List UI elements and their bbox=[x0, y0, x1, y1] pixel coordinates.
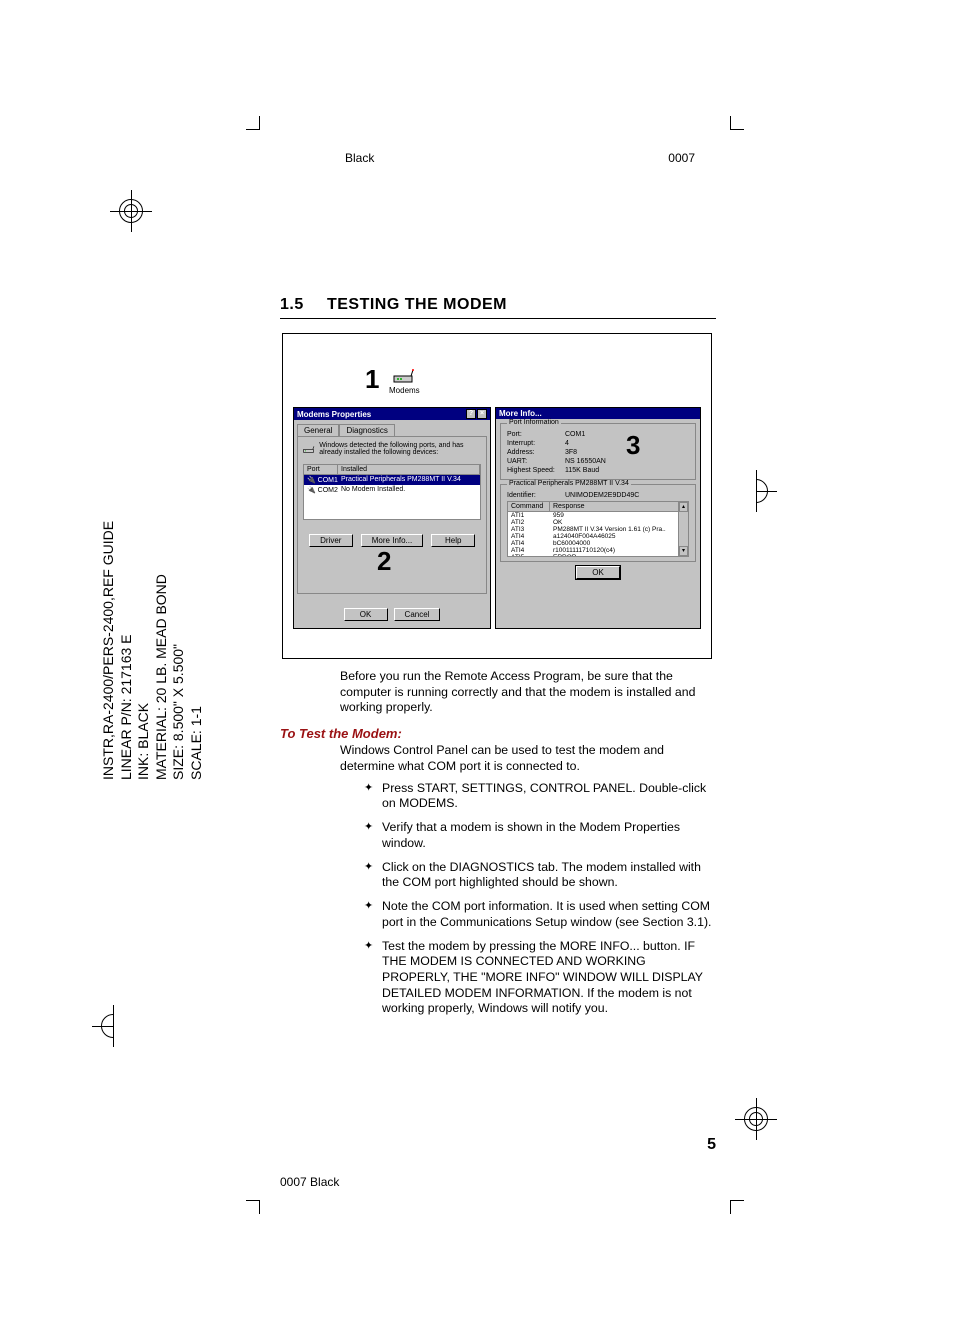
cell: Practical Peripherals PM288MT II V.34 bbox=[338, 475, 480, 485]
cell: COM2 bbox=[318, 487, 338, 494]
window-title: More Info... bbox=[499, 409, 542, 418]
section-heading: 1.5 TESTING THE MODEM bbox=[280, 296, 716, 314]
port-list: Port Installed 🔌 COM1 Practical Peripher… bbox=[303, 464, 481, 520]
more-info-window: More Info... Port Information Port:COM1 … bbox=[495, 407, 701, 629]
side-line: LINEAR P/N: 217163 E bbox=[118, 521, 136, 780]
registration-half-left bbox=[92, 1005, 134, 1047]
side-line: INSTR,RA-2400/PERS-2400,REF GUIDE bbox=[100, 521, 118, 780]
figure-frame: 1 Modems Modems Properties ? × General D… bbox=[282, 333, 712, 659]
ok-button[interactable]: OK bbox=[344, 608, 388, 621]
diagnostics-panel: Windows detected the following ports, an… bbox=[297, 436, 487, 594]
response-row: ATI4bC60004000 bbox=[508, 540, 688, 547]
label: Highest Speed: bbox=[507, 466, 565, 475]
col-command: Command bbox=[508, 502, 550, 511]
modem-icon bbox=[393, 368, 415, 386]
help-icon[interactable]: ? bbox=[466, 409, 476, 419]
response-row: ATI1959 bbox=[508, 512, 688, 519]
label: Identifier: bbox=[507, 491, 565, 500]
modems-icon-caption: Modems bbox=[389, 386, 420, 395]
page-number: 5 bbox=[707, 1136, 716, 1154]
help-button[interactable]: Help bbox=[431, 534, 475, 547]
value: UNIMODEM2E9DD49C bbox=[565, 491, 639, 500]
scrollbar[interactable]: ▴ ▾ bbox=[678, 502, 688, 556]
page-content: 1.5 TESTING THE MODEM 1 Modems Modems Pr… bbox=[280, 296, 716, 1025]
side-line: MATERIAL: 20 LB. MEAD BOND bbox=[153, 521, 171, 780]
lead-in-heading: To Test the Modem: bbox=[280, 726, 716, 741]
cell: No Modem Installed. bbox=[338, 485, 480, 495]
crop-mark bbox=[730, 1200, 744, 1214]
section-title: TESTING THE MODEM bbox=[327, 296, 507, 313]
slug-page: 0007 bbox=[668, 151, 695, 165]
print-meta-side: INSTR,RA-2400/PERS-2400,REF GUIDE LINEAR… bbox=[100, 521, 205, 780]
crop-mark bbox=[246, 116, 260, 130]
registration-mark-top bbox=[110, 190, 152, 232]
cancel-button[interactable]: Cancel bbox=[394, 608, 441, 621]
slug-color: Black bbox=[345, 151, 374, 165]
more-info-button[interactable]: More Info... bbox=[361, 534, 423, 547]
label: Port: bbox=[507, 430, 565, 439]
bullet-list: Press START, SETTINGS, CONTROL PANEL. Do… bbox=[342, 781, 716, 1018]
side-line: SIZE: 8.500" X 5.500" bbox=[170, 521, 188, 780]
titlebar: More Info... bbox=[496, 408, 700, 419]
callout-2: 2 bbox=[377, 548, 391, 574]
value: 115K Baud bbox=[565, 466, 599, 475]
intro-paragraph: Before you run the Remote Access Program… bbox=[340, 669, 716, 716]
response-row: ATI5ERROR bbox=[508, 554, 688, 557]
callout-1: 1 bbox=[365, 366, 379, 392]
side-line: SCALE: 1-1 bbox=[188, 521, 206, 780]
port-info-group: Port Information Port:COM1 Interrupt:4 A… bbox=[500, 423, 696, 480]
crop-mark bbox=[730, 116, 744, 130]
value: NS 16550AN bbox=[565, 457, 606, 466]
label: Interrupt: bbox=[507, 439, 565, 448]
print-slug-bottom: 0007 Black bbox=[280, 1175, 339, 1189]
col-installed: Installed bbox=[338, 465, 480, 475]
col-response: Response bbox=[550, 502, 688, 511]
bullet-item: Test the modem by pressing the MORE INFO… bbox=[382, 939, 716, 1018]
detect-text: Windows detected the following ports, an… bbox=[319, 442, 481, 458]
registration-half-right bbox=[735, 470, 777, 512]
group-title: Port Information bbox=[507, 419, 561, 426]
response-row: ATI4r10011111710120(c4) bbox=[508, 547, 688, 554]
modems-properties-window: Modems Properties ? × General Diagnostic… bbox=[293, 407, 491, 629]
modems-cpanel-icon: Modems bbox=[389, 368, 420, 395]
response-row: ATI4a124040F004A46025 bbox=[508, 533, 688, 540]
print-slug-top: Black 0007 bbox=[345, 151, 695, 165]
response-grid: Command Response ATI1959ATI2OKATI3PM288M… bbox=[507, 501, 689, 557]
response-row: ATI3PM288MT II V.34 Version 1.61 (c) Pra… bbox=[508, 526, 688, 533]
group-title: Practical Peripherals PM288MT II V.34 bbox=[507, 480, 631, 487]
port-row-com2[interactable]: 🔌 COM2 No Modem Installed. bbox=[304, 485, 480, 495]
registration-mark-bottom bbox=[735, 1098, 777, 1140]
value: 3F8 bbox=[565, 448, 577, 457]
titlebar: Modems Properties ? × bbox=[294, 408, 490, 420]
heading-rule bbox=[280, 318, 716, 319]
bullet-item: Press START, SETTINGS, CONTROL PANEL. Do… bbox=[382, 781, 716, 812]
ok-button[interactable]: OK bbox=[576, 566, 620, 579]
label: Address: bbox=[507, 448, 565, 457]
close-icon[interactable]: × bbox=[477, 409, 487, 419]
scroll-up-icon[interactable]: ▴ bbox=[679, 502, 688, 512]
label: UART: bbox=[507, 457, 565, 466]
scroll-down-icon[interactable]: ▾ bbox=[679, 546, 688, 556]
value: COM1 bbox=[565, 430, 585, 439]
callout-3: 3 bbox=[626, 432, 640, 458]
section-number: 1.5 bbox=[280, 296, 322, 314]
value: 4 bbox=[565, 439, 569, 448]
port-row-com1[interactable]: 🔌 COM1 Practical Peripherals PM288MT II … bbox=[304, 475, 480, 485]
crop-mark bbox=[246, 1200, 260, 1214]
lead-paragraph: Windows Control Panel can be used to tes… bbox=[340, 743, 716, 774]
modem-info-group: Practical Peripherals PM288MT II V.34 Id… bbox=[500, 484, 696, 561]
side-line: INK: BLACK bbox=[135, 521, 153, 780]
driver-button[interactable]: Driver bbox=[309, 534, 353, 547]
bullet-item: Note the COM port information. It is use… bbox=[382, 899, 716, 930]
response-row: ATI2OK bbox=[508, 519, 688, 526]
slug-bottom-text: 0007 Black bbox=[280, 1175, 339, 1189]
col-port: Port bbox=[304, 465, 338, 475]
bullet-item: Click on the DIAGNOSTICS tab. The modem … bbox=[382, 860, 716, 891]
bullet-item: Verify that a modem is shown in the Mode… bbox=[382, 820, 716, 851]
modem-icon bbox=[303, 442, 315, 458]
cell: COM1 bbox=[318, 477, 338, 484]
window-title: Modems Properties bbox=[297, 410, 371, 419]
